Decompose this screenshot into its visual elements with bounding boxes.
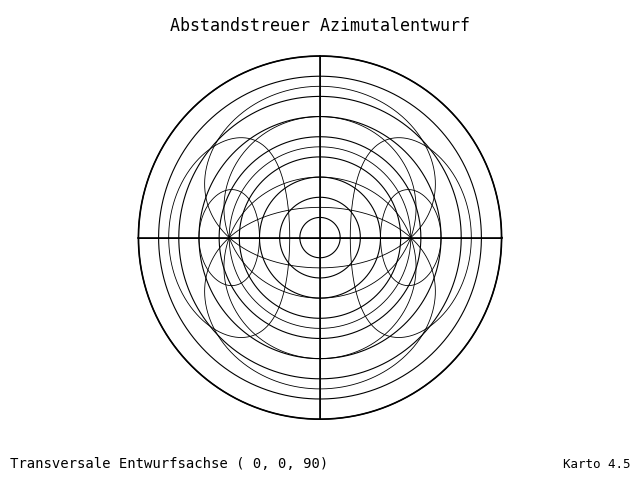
Text: Abstandstreuer Azimutalentwurf: Abstandstreuer Azimutalentwurf: [170, 17, 470, 35]
Text: Karto 4.5: Karto 4.5: [563, 458, 630, 471]
Text: Transversale Entwurfsachse ( 0, 0, 90): Transversale Entwurfsachse ( 0, 0, 90): [10, 457, 328, 471]
